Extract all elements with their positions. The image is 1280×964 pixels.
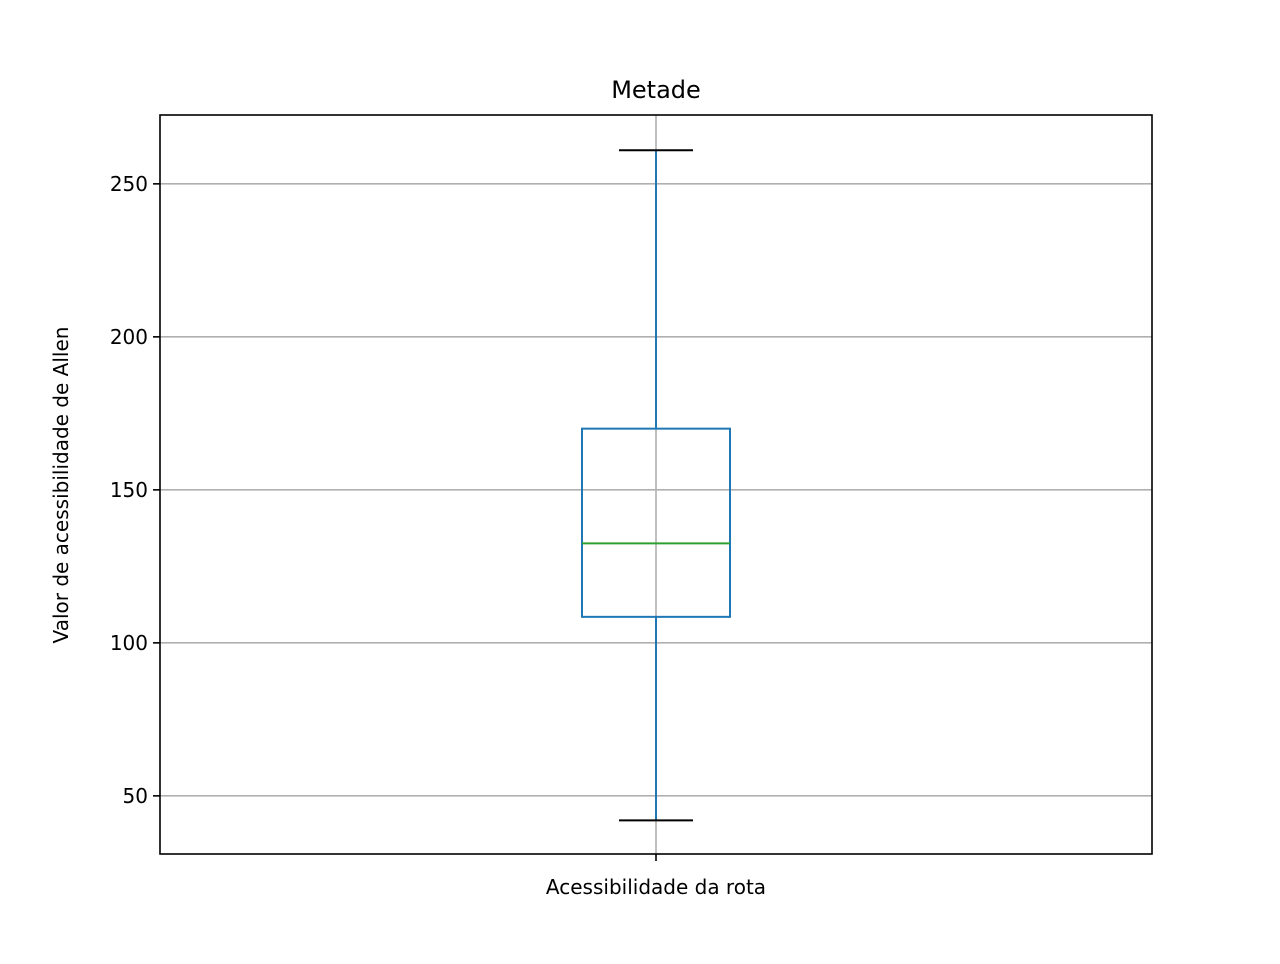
box-layer xyxy=(581,149,731,822)
y-axis-ticks: 50 100 150 200 250 xyxy=(110,172,160,808)
y-axis-label: Valor de acessibilidade de Allen xyxy=(49,327,73,644)
y-tick-label: 150 xyxy=(110,478,148,502)
y-tick-label: 50 xyxy=(123,784,148,808)
x-tick-label: Acessibilidade da rota xyxy=(546,875,766,899)
y-tick-label: 100 xyxy=(110,631,148,655)
y-tick-label: 200 xyxy=(110,325,148,349)
y-tick-label: 250 xyxy=(110,172,148,196)
x-axis-ticks: Acessibilidade da rota xyxy=(546,854,766,899)
chart-title: Metade xyxy=(611,76,701,104)
iqr-box xyxy=(581,427,731,618)
